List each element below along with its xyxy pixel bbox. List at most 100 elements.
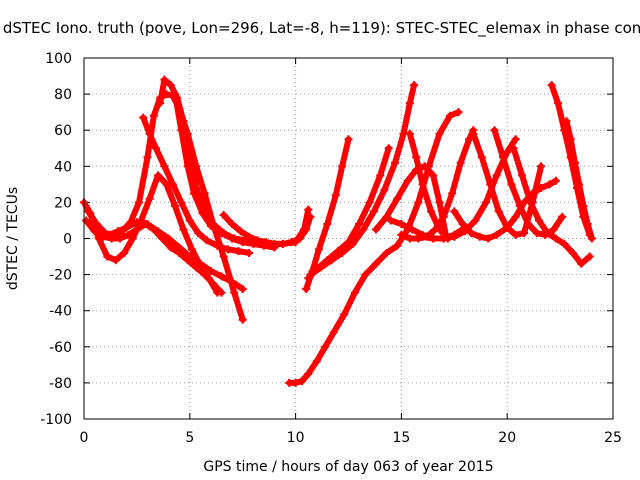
data-point (236, 227, 245, 236)
data-point (482, 198, 491, 207)
data-point (518, 171, 527, 180)
data-point (454, 108, 463, 117)
data-point (331, 191, 340, 200)
data-point (490, 126, 499, 135)
data-point (450, 232, 459, 241)
data-point (511, 212, 520, 221)
data-point (223, 245, 232, 254)
data-point (107, 234, 116, 243)
data-point (145, 129, 154, 138)
data-point (156, 99, 165, 108)
data-point (439, 234, 448, 243)
data-point (585, 252, 594, 261)
y-tick-label: -40 (49, 304, 72, 320)
plot-frame (83, 57, 614, 420)
data-point (261, 238, 270, 247)
data-point (498, 153, 507, 162)
series-trace (510, 145, 593, 267)
data-point (511, 135, 520, 144)
data-point (568, 248, 577, 257)
data-point (418, 232, 427, 241)
data-point (359, 225, 368, 234)
data-point (86, 209, 95, 218)
data-point (149, 111, 158, 120)
data-point (111, 256, 120, 265)
data-point (384, 144, 393, 153)
data-point (507, 180, 516, 189)
data-point (435, 225, 444, 234)
data-point (547, 81, 556, 90)
data-point (520, 229, 529, 238)
data-point (209, 279, 218, 288)
data-point (492, 171, 501, 180)
series-5 (80, 171, 222, 297)
series-9 (285, 108, 463, 387)
data-point (132, 218, 141, 227)
data-point (321, 342, 330, 351)
data-point (551, 234, 560, 243)
data-point (170, 202, 179, 211)
data-point (471, 216, 480, 225)
data-point (154, 171, 163, 180)
data-point (151, 144, 160, 153)
series-12 (306, 81, 419, 279)
chart-title: dSTEC Iono. truth (pove, Lon=296, Lat=-8… (3, 19, 640, 38)
data-point (393, 241, 402, 250)
data-point (213, 241, 222, 250)
data-point (113, 227, 122, 236)
data-point (412, 153, 421, 162)
data-point (306, 212, 315, 221)
data-point (486, 180, 495, 189)
data-point (177, 198, 186, 207)
data-point (382, 248, 391, 257)
series-19 (450, 176, 560, 243)
data-point (577, 259, 586, 268)
data-point (448, 189, 457, 198)
y-tick-label: -60 (49, 340, 72, 356)
data-point (397, 220, 406, 229)
data-point (192, 263, 201, 272)
data-point (380, 185, 389, 194)
data-point (202, 236, 211, 245)
data-point (170, 90, 179, 99)
data-point (386, 216, 395, 225)
data-point (524, 220, 533, 229)
data-point (122, 223, 131, 232)
data-point (198, 209, 207, 218)
data-point (238, 285, 247, 294)
series-trace (307, 82, 418, 278)
data-point (287, 238, 296, 247)
x-axis-label: GPS time / hours of day 063 of year 2015 (203, 459, 493, 475)
y-tick-label: -100 (40, 412, 72, 428)
data-point (350, 288, 359, 297)
data-point (323, 220, 332, 229)
data-point (382, 212, 391, 221)
data-point (145, 194, 154, 203)
x-tick-label: 10 (287, 430, 305, 446)
data-point (405, 234, 414, 243)
data-point (376, 171, 385, 180)
data-point (543, 229, 552, 238)
data-point (143, 153, 152, 162)
x-tick-label: 25 (604, 430, 622, 446)
data-point (503, 147, 512, 156)
y-tick-label: 40 (54, 159, 72, 175)
data-point (429, 171, 438, 180)
data-point (190, 189, 199, 198)
data-point (494, 207, 503, 216)
data-point (534, 216, 543, 225)
data-point (560, 239, 569, 248)
data-point (484, 234, 493, 243)
data-point (365, 198, 374, 207)
data-point (435, 198, 444, 207)
data-point (511, 230, 520, 239)
x-tick-label: 5 (185, 430, 194, 446)
data-point (467, 229, 476, 238)
data-point (128, 234, 137, 243)
data-point (465, 135, 474, 144)
series-21 (509, 144, 594, 268)
data-point (304, 205, 313, 214)
data-point (219, 252, 228, 261)
data-point (166, 243, 175, 252)
data-point (545, 180, 554, 189)
